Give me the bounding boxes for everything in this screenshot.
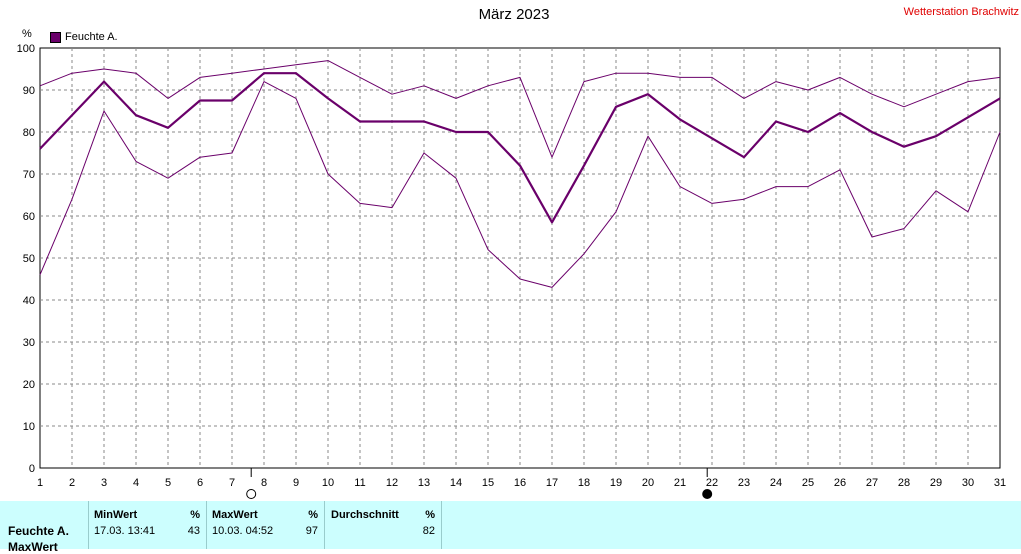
x-tick-label: 21 [674,477,686,489]
x-tick-label: 3 [101,477,107,489]
x-tick-label: 15 [482,477,494,489]
new-moon-icon [702,489,713,499]
y-tick-label: 90 [23,85,35,97]
x-tick-label: 8 [261,477,267,489]
min-unit: % [190,509,200,521]
y-axis-unit: % [22,28,32,40]
x-tick-label: 28 [898,477,910,489]
x-tick-label: 6 [197,477,203,489]
y-tick-label: 60 [23,211,35,223]
x-tick-label: 24 [770,477,782,489]
min-time: 17.03. 13:41 [94,525,156,537]
y-tick-label: 30 [23,337,35,349]
legend-label: Feuchte A. [65,31,118,43]
x-tick-label: 2 [69,477,75,489]
y-tick-label: 0 [29,463,35,475]
stats-row-label-2: MaxWert [8,540,58,554]
y-tick-label: 80 [23,127,35,139]
y-tick-label: 70 [23,169,35,181]
max-header: MaxWert [212,509,258,521]
x-tick-label: 31 [994,477,1006,489]
x-tick-label: 13 [418,477,430,489]
min-cell: MinWert % 17.03. 13:41 43 [88,501,206,549]
series-line-max [39,60,1001,158]
x-tick-label: 14 [450,477,462,489]
avg-value: 82 [422,525,435,537]
y-tick-label: 20 [23,379,35,391]
min-value: 43 [187,525,200,537]
full-moon-icon [246,489,257,499]
max-value: 97 [305,525,318,537]
series-line-min [39,81,1001,288]
x-tick-label: 26 [834,477,846,489]
x-tick-label: 20 [642,477,654,489]
y-tick-label: 40 [23,295,35,307]
avg-header: Durchschnitt [331,509,399,521]
x-tick-label: 27 [866,477,878,489]
x-tick-label: 18 [578,477,590,489]
legend: Feuchte A. [50,31,118,43]
x-tick-label: 7 [229,477,235,489]
x-tick-label: 30 [962,477,974,489]
x-tick-label: 17 [546,477,558,489]
x-tick-label: 23 [738,477,750,489]
x-tick-label: 29 [930,477,942,489]
x-tick-label: 1 [37,477,43,489]
avg-unit: % [425,509,435,521]
max-unit: % [308,509,318,521]
x-tick-label: 4 [133,477,139,489]
x-tick-label: 5 [165,477,171,489]
stats-row-label: Feuchte A. [8,524,69,538]
y-tick-label: 10 [23,421,35,433]
x-tick-label: 11 [354,477,365,489]
min-header: MinWert [94,509,138,521]
x-tick-label: 19 [610,477,622,489]
series-line-mean [39,72,1001,224]
legend-swatch [50,31,61,43]
x-tick-label: 10 [322,477,334,489]
max-time: 10.03. 04:52 [212,525,274,537]
y-tick-label: 50 [23,253,35,265]
x-tick-label: 9 [293,477,299,489]
chart-title: März 2023 [478,6,550,23]
x-tick-label: 22 [706,477,718,489]
stats-panel: Feuchte A. MaxWert MinWert % 17.03. 13:4… [0,501,1021,554]
station-name: Wetterstation Brachwitz [903,6,1019,18]
max-cell: MaxWert % 10.03. 04:52 97 [206,501,324,549]
x-tick-label: 25 [802,477,814,489]
avg-cell: Durchschnitt % 82 [324,501,442,549]
y-tick-label: 100 [17,43,35,55]
x-tick-label: 16 [514,477,526,489]
x-tick-label: 12 [386,477,398,489]
